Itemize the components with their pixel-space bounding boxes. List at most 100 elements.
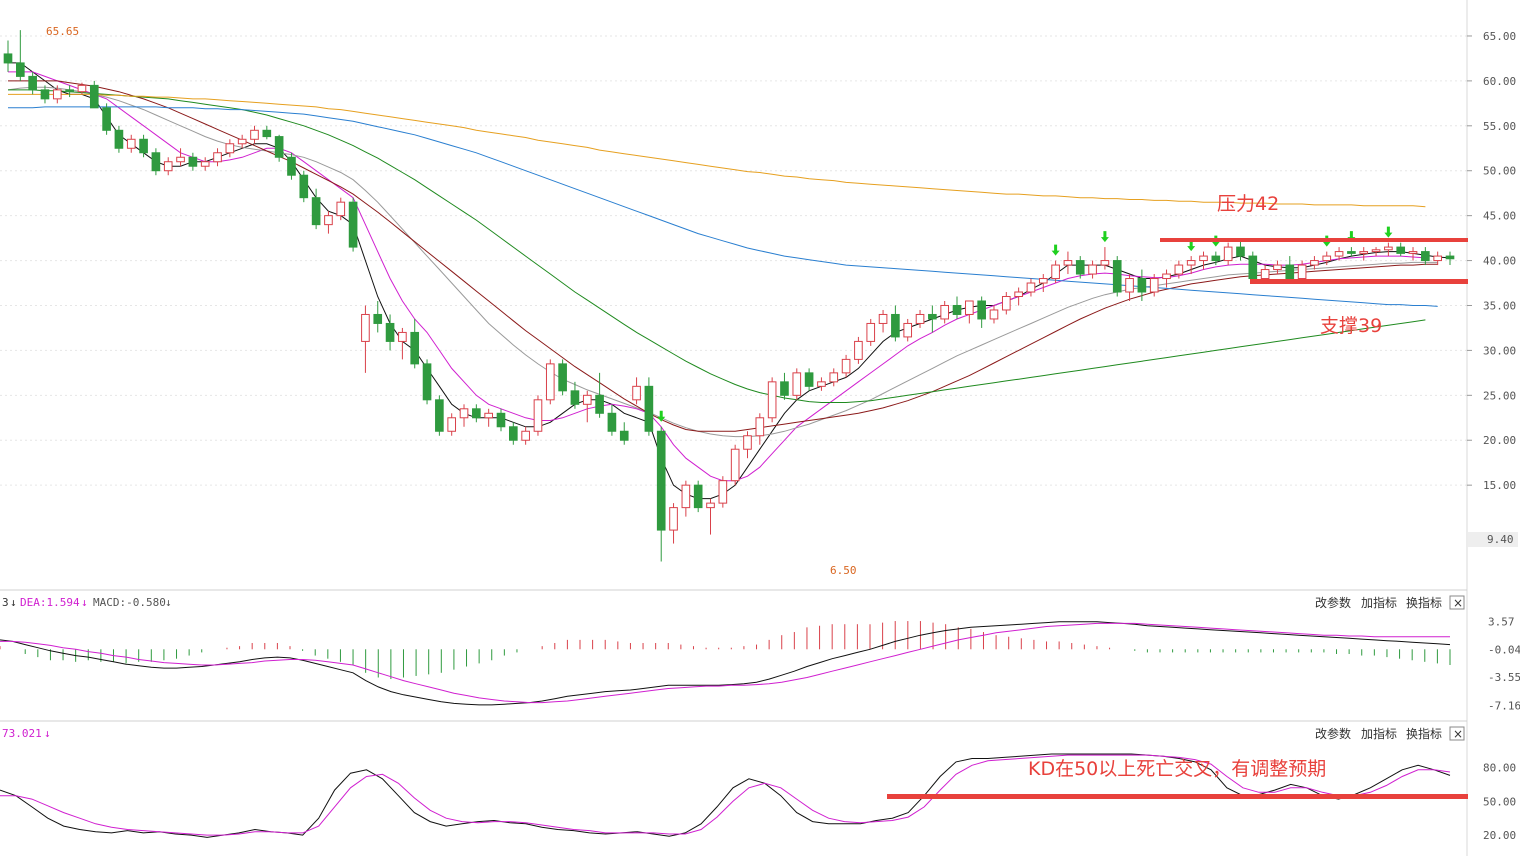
candle-body bbox=[1199, 255, 1208, 262]
candle-body bbox=[472, 408, 481, 419]
candle-body bbox=[1384, 246, 1393, 251]
candle-body bbox=[817, 381, 826, 387]
ma-line-magenta bbox=[8, 71, 1426, 482]
kd-tick-label: 50.00 bbox=[1483, 795, 1516, 808]
current-price-label: 9.40 bbox=[1487, 533, 1514, 546]
candle-body bbox=[558, 363, 567, 392]
down-arrow-signal-icon bbox=[657, 410, 666, 422]
close-icon[interactable]: × bbox=[1453, 596, 1463, 610]
candle-body bbox=[854, 340, 863, 360]
resistance-line bbox=[1160, 238, 1468, 242]
candle-body bbox=[299, 174, 309, 199]
candle-body bbox=[459, 408, 469, 419]
candle-body bbox=[496, 412, 506, 428]
candle-body bbox=[3, 53, 13, 64]
candle-body bbox=[582, 394, 592, 405]
price-tick-label: 25.00 bbox=[1483, 389, 1516, 402]
candle-body bbox=[940, 304, 950, 320]
macd-legend-dea: DEA:1.594 bbox=[20, 596, 80, 609]
candle-body bbox=[336, 201, 346, 217]
price-tick-label: 50.00 bbox=[1483, 165, 1516, 178]
candle-body bbox=[114, 129, 124, 149]
ma-line-gray bbox=[7, 86, 1438, 438]
low-extreme-label: 6.50 bbox=[830, 564, 857, 577]
candle-body bbox=[1310, 260, 1319, 266]
price-tick-label: 60.00 bbox=[1483, 75, 1516, 88]
candle-body bbox=[1211, 255, 1221, 262]
candle-body bbox=[225, 143, 235, 154]
macd-tick-label: -0.04 bbox=[1488, 644, 1520, 657]
candle-body bbox=[361, 313, 370, 342]
candle-body bbox=[1174, 264, 1184, 275]
candle-body bbox=[1112, 260, 1122, 293]
kd-switch-indicator-button[interactable]: 换指标 bbox=[1406, 726, 1442, 741]
macd-close-button[interactable] bbox=[1449, 595, 1465, 610]
candle-body bbox=[1297, 264, 1307, 280]
candle-body bbox=[1014, 291, 1023, 297]
ma-line-orange bbox=[8, 93, 1426, 208]
candle-body bbox=[188, 156, 198, 167]
candle-body bbox=[1125, 278, 1134, 293]
current-price-box bbox=[1468, 532, 1518, 547]
kd-add-indicator-button[interactable]: 加指标 bbox=[1361, 726, 1397, 741]
candle-body bbox=[126, 138, 136, 149]
macd-add-indicator-button[interactable]: 加指标 bbox=[1361, 595, 1397, 610]
candle-body bbox=[1001, 296, 1011, 311]
kd-note-label: KD在50以上死亡交叉，有调整预期 bbox=[1028, 758, 1326, 780]
candle-body bbox=[928, 313, 937, 320]
kd-close-button[interactable] bbox=[1449, 726, 1465, 741]
kd-d-line bbox=[0, 754, 1451, 836]
candle-body bbox=[311, 197, 321, 226]
candle-body bbox=[1322, 255, 1332, 262]
candle-body bbox=[1273, 264, 1282, 271]
macd-legend: 3 ↓ DEA:1.594 ↓ MACD:-0.580 ↓ bbox=[2, 596, 172, 609]
candle-body bbox=[77, 84, 87, 93]
candle-body bbox=[176, 156, 185, 163]
kd-tick-label: 20.00 bbox=[1483, 829, 1516, 842]
candle-body bbox=[1051, 264, 1060, 280]
candle-body bbox=[595, 394, 604, 414]
candle-body bbox=[139, 138, 148, 154]
candle-body bbox=[435, 399, 444, 432]
candle-body bbox=[1137, 278, 1147, 293]
price-axis: 65.00 60.00 55.00 50.00 45.00 40.00 35.00 30.00… bbox=[1467, 30, 1516, 492]
macd-dea-line bbox=[0, 622, 1450, 704]
macd-switch-indicator-button[interactable]: 换指标 bbox=[1406, 595, 1442, 610]
candle-body bbox=[1421, 251, 1430, 262]
candle-body bbox=[1236, 246, 1245, 257]
kd-change-params-button[interactable]: 改参数 bbox=[1315, 726, 1351, 741]
macd-legend-prefix: 3 bbox=[2, 596, 9, 609]
candle-body bbox=[250, 129, 259, 140]
candle-body bbox=[213, 152, 222, 163]
candle-body bbox=[484, 412, 493, 419]
candle-body bbox=[348, 201, 358, 248]
macd-tick-label: -7.16 bbox=[1488, 699, 1520, 712]
candle-body bbox=[792, 372, 802, 396]
close-icon[interactable]: × bbox=[1453, 727, 1463, 741]
candle-body bbox=[989, 309, 999, 320]
candle-body bbox=[1063, 260, 1073, 266]
candle-body bbox=[570, 390, 580, 405]
candle-body bbox=[1433, 255, 1442, 262]
candle-body bbox=[718, 480, 728, 504]
macd-change-params-button[interactable]: 改参数 bbox=[1315, 595, 1351, 610]
high-extreme-label: 65.65 bbox=[46, 25, 79, 38]
candle-body bbox=[1248, 255, 1258, 280]
support-line bbox=[1250, 279, 1468, 284]
candle-body bbox=[102, 107, 111, 131]
candle-body bbox=[1100, 260, 1110, 266]
price-tick-label: 45.00 bbox=[1483, 210, 1516, 223]
candle-body bbox=[1162, 273, 1171, 280]
candle-body bbox=[915, 313, 925, 324]
candle-body bbox=[743, 435, 752, 450]
candle-body bbox=[706, 502, 715, 509]
candle-body bbox=[681, 484, 691, 509]
candle-body bbox=[324, 215, 333, 226]
candle-body bbox=[1223, 246, 1233, 262]
candle-body bbox=[767, 381, 777, 419]
macd-legend-macd: MACD:-0.580 bbox=[93, 596, 166, 609]
kd-panel bbox=[0, 753, 1451, 838]
price-tick-label: 40.00 bbox=[1483, 255, 1516, 268]
candle-body bbox=[1260, 269, 1270, 280]
resistance-label: 压力42 bbox=[1217, 193, 1279, 215]
